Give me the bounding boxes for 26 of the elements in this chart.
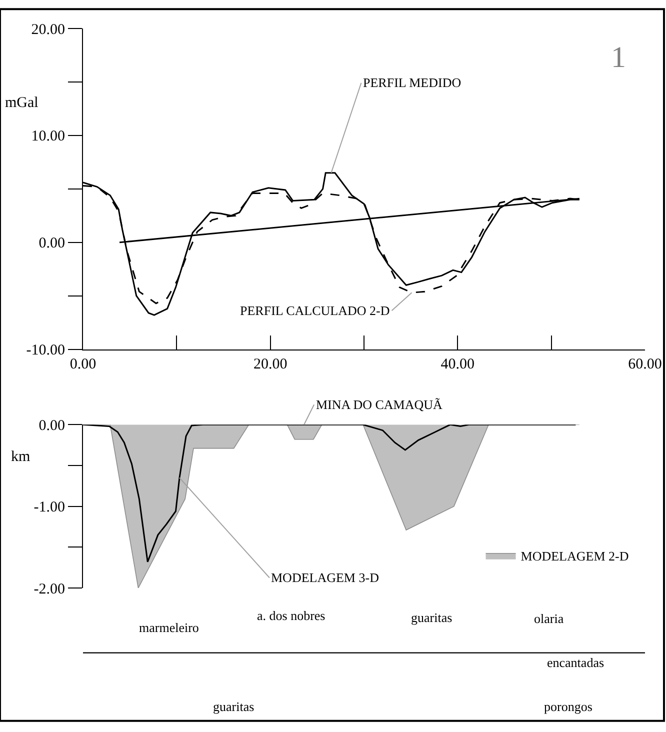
y-axis-title: km [11, 449, 30, 465]
x-tick-label: 20.00 [253, 356, 288, 372]
y-tick-label: 10.00 [31, 128, 65, 145]
y-axis-title: mGal [5, 95, 38, 111]
y-tick-label: 0.00 [38, 418, 65, 434]
text: guaritas [213, 699, 254, 714]
annotation: PERFIL MEDIDO [363, 75, 462, 90]
text: guaritas [411, 610, 452, 625]
y-tick-label: -1.00 [34, 500, 65, 516]
text: porongos [544, 699, 592, 714]
text: a. dos nobres [257, 608, 326, 623]
annotation: 1 [611, 41, 626, 74]
y-tick-label: -2.00 [34, 581, 65, 598]
text: olaria [534, 611, 564, 626]
text: encantadas [547, 655, 604, 670]
annotation: PERFIL CALCULADO 2-D [240, 303, 390, 318]
y-tick-label: -10.00 [26, 342, 65, 359]
text: marmeleiro [139, 620, 199, 635]
y-tick-label: 0.00 [38, 236, 65, 252]
y-tick-label: 20.00 [31, 22, 65, 38]
legend-label: MODELAGEM 2-D [520, 548, 629, 564]
x-tick-label: 40.00 [440, 356, 475, 372]
annotation: MODELAGEM 3-D [271, 570, 379, 585]
x-tick-label: 0.00 [70, 356, 96, 372]
annotation: MINA DO CAMAQUÃ [316, 397, 444, 412]
x-tick-label: 60.00 [628, 356, 662, 372]
